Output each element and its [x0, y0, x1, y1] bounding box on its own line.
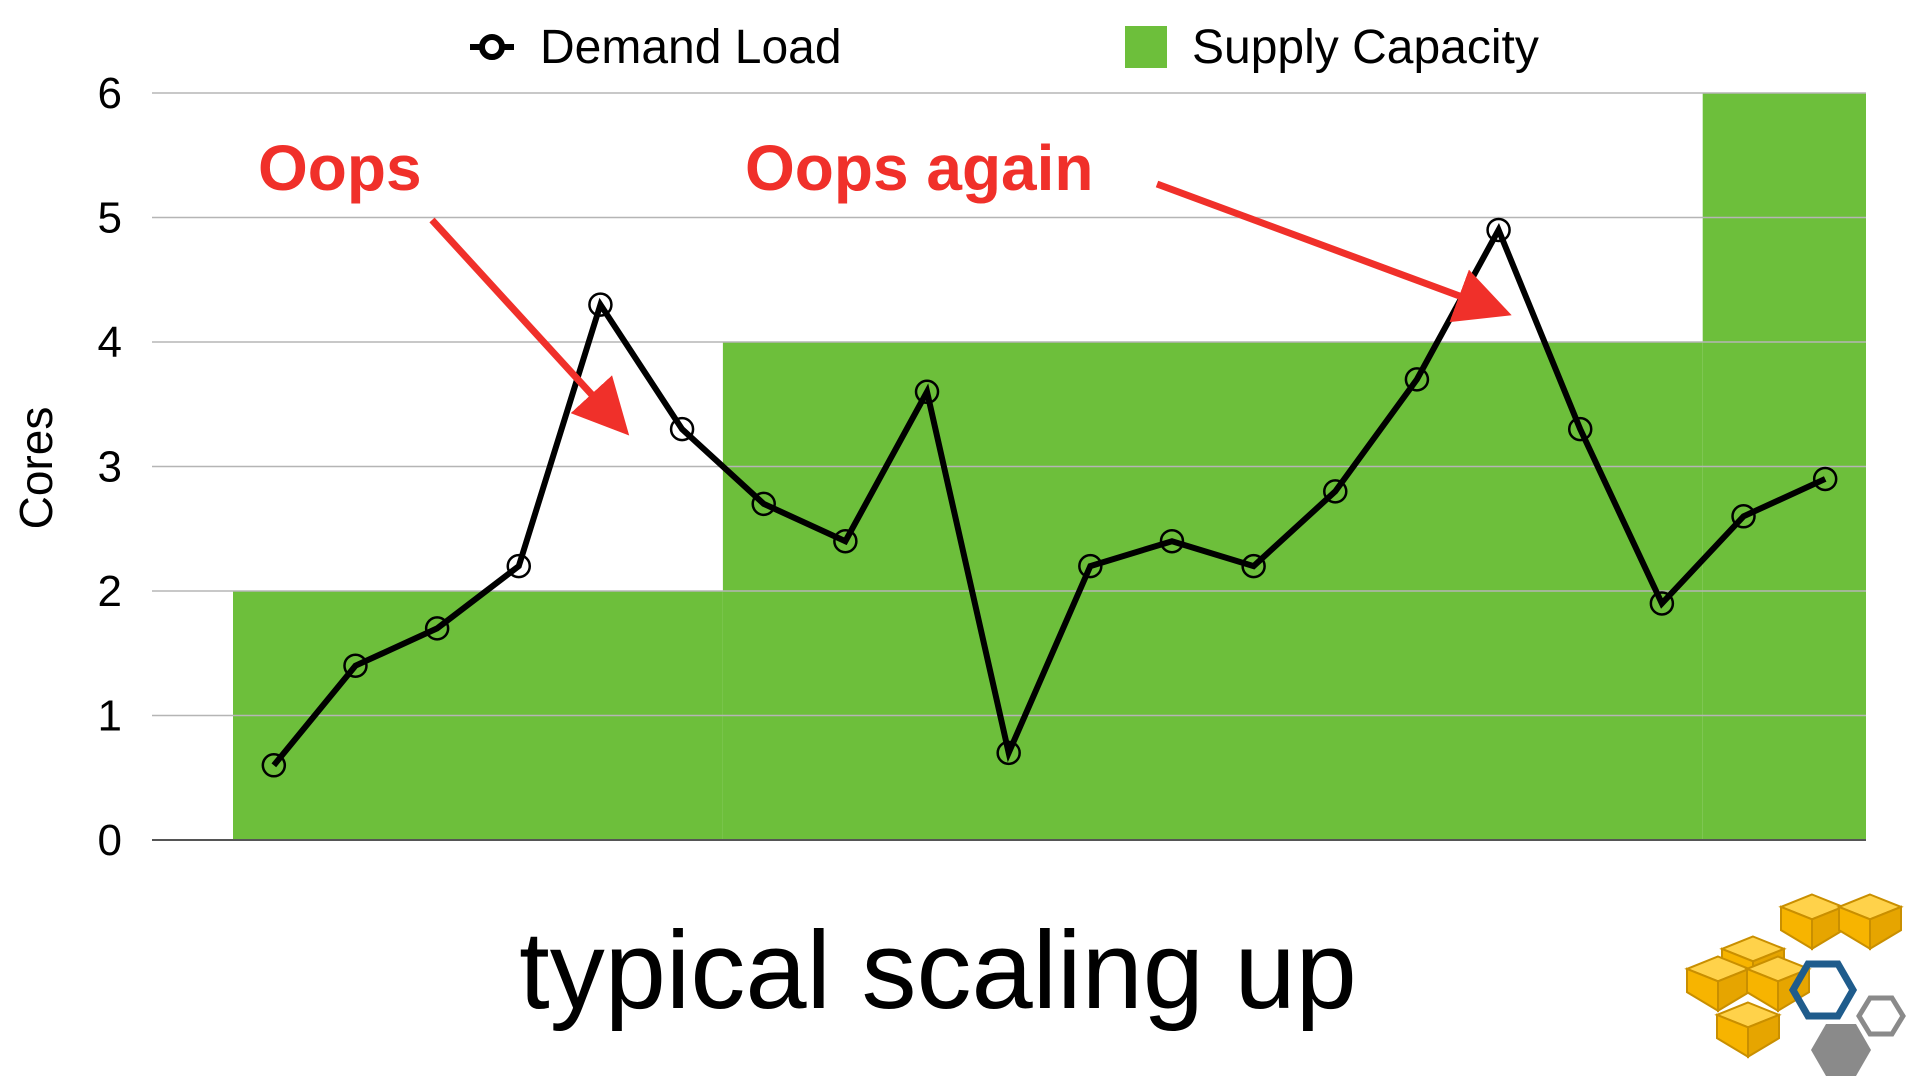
demand-load-point: [424, 616, 450, 641]
logo-cube: [1684, 955, 1752, 1013]
demand-load-point: [1649, 591, 1675, 616]
slide-caption: typical scaling up: [519, 909, 1357, 1032]
logo-gray-hexagon: [1811, 1024, 1871, 1076]
demand-load-point: [343, 653, 368, 678]
demand-load-series: [261, 217, 1838, 778]
y-tick-label: 1: [98, 692, 122, 741]
demand-load-point: [1159, 528, 1185, 554]
legend-label-supply-capacity: Supply Capacity: [1192, 21, 1539, 74]
demand-load-point: [996, 740, 1021, 766]
demand-load-point: [1241, 553, 1266, 579]
logo-outline-hexagon: [1856, 995, 1906, 1037]
logo-cube: [1836, 893, 1904, 951]
demand-load-point: [588, 292, 613, 317]
y-tick-label: 5: [98, 194, 122, 243]
demand-load-line: [271, 222, 1827, 768]
demand-load-point: [1486, 217, 1511, 243]
demand-load-point: [1812, 466, 1838, 492]
demand-load-point: [1567, 416, 1593, 442]
demand-load-point: [751, 491, 776, 517]
annotation-oops-arrow: [429, 217, 630, 436]
y-tick-label: 4: [98, 318, 122, 367]
logo-cube: [1778, 893, 1846, 951]
annotation-oops-again-arrow: [1155, 180, 1512, 323]
logo-cube: [1714, 1001, 1782, 1059]
legend-label-demand-load: Demand Load: [540, 21, 842, 74]
legend: Demand Load Supply Capacity: [470, 21, 1539, 74]
demand-load-point: [1731, 504, 1756, 529]
demand-load-point: [261, 753, 287, 778]
annotation-oops-again-text: Oops again: [745, 132, 1094, 204]
annotation-oops-text: Oops: [258, 132, 422, 204]
annotation-oops-again: Oops again: [745, 132, 1512, 323]
legend-item-demand-load: Demand Load: [470, 21, 842, 74]
y-tick-label: 0: [98, 816, 122, 865]
demand-load-point: [1404, 367, 1430, 392]
y-tick-label: 6: [98, 69, 122, 118]
y-tick-label: 2: [98, 567, 122, 616]
demand-load-point: [1078, 553, 1103, 579]
demand-load-legend-marker: [479, 34, 505, 60]
supply-capacity-legend-swatch: [1125, 26, 1167, 68]
y-tick-labels: 0 1 2 3 4 5 6: [98, 69, 122, 865]
demand-load-point: [833, 528, 858, 554]
demand-load-point: [1323, 479, 1348, 504]
demand-load-point: [669, 416, 695, 442]
logo-blue-hexagon: [1788, 960, 1858, 1020]
grid-lines: [152, 92, 1866, 841]
annotation-oops: Oops: [258, 132, 630, 436]
demand-load-point: [506, 553, 532, 579]
y-tick-label: 3: [98, 443, 122, 492]
demand-load-point: [914, 379, 940, 405]
y-axis-title: Cores: [10, 407, 62, 530]
aws-cubes-logo-icon: [1684, 893, 1906, 1076]
legend-item-supply-capacity: Supply Capacity: [1125, 21, 1539, 74]
